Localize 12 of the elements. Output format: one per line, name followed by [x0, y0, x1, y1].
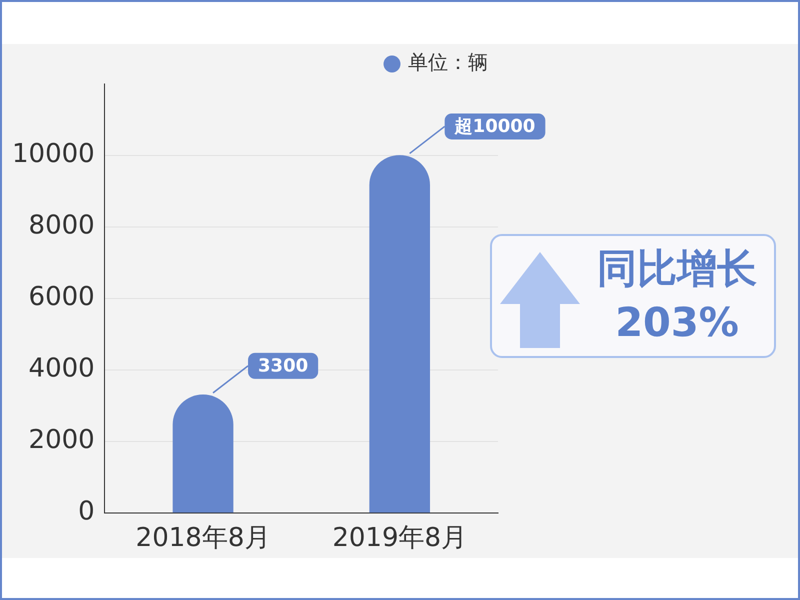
y-tick-label: 2000	[28, 425, 95, 456]
legend-label: 单位：辆	[408, 50, 488, 74]
y-tick-label: 0	[78, 496, 95, 527]
y-tick-label: 4000	[28, 354, 95, 384]
data-label: 超10000	[454, 116, 536, 138]
x-tick-label: 2019年8月	[332, 523, 468, 554]
y-tick-label: 8000	[28, 210, 95, 241]
x-tick-label: 2018年8月	[136, 523, 270, 554]
y-tick-label: 6000	[28, 282, 95, 312]
text: 同比增长 203%	[596, 245, 758, 348]
data-label: 3300	[258, 356, 308, 377]
y-tick-label: 10000	[12, 139, 95, 170]
